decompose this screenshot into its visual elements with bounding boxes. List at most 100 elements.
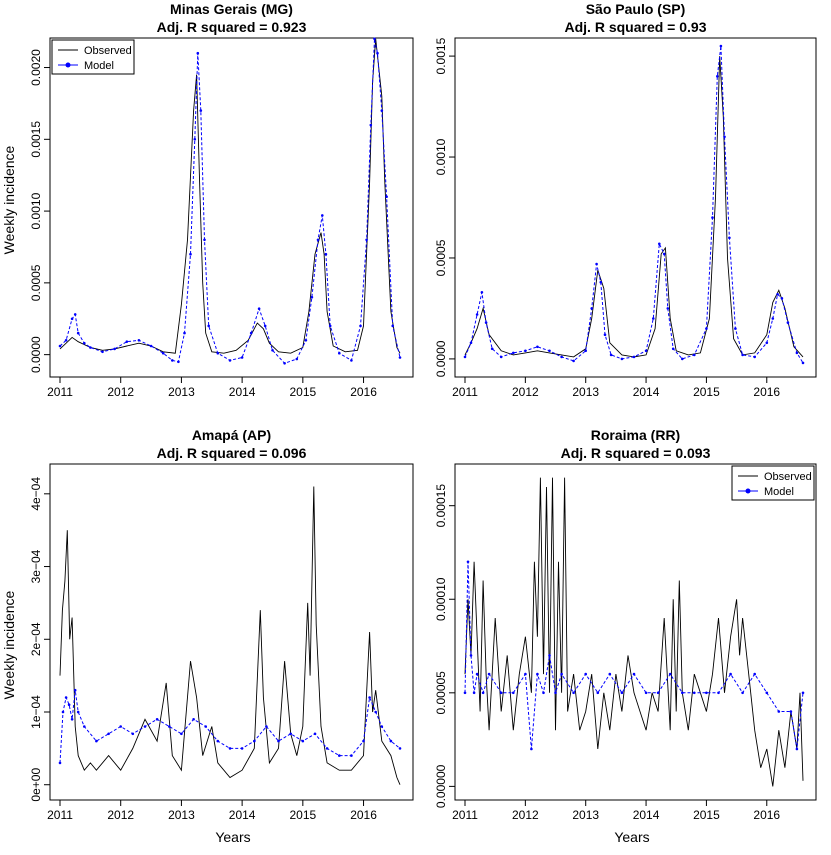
model-point (125, 340, 129, 344)
observed-series-line (59, 486, 401, 785)
y-tick-label: 0.00015 (434, 484, 448, 528)
model-point (263, 324, 267, 328)
x-tick-label: 2013 (168, 385, 195, 399)
model-point (681, 357, 684, 361)
model-point (171, 359, 174, 362)
model-point (584, 672, 587, 676)
model-point (301, 739, 305, 743)
model-point (666, 307, 670, 310)
model-point (350, 754, 353, 757)
model-point (58, 344, 62, 348)
x-tick-label: 2011 (452, 808, 478, 822)
model-point (67, 703, 71, 706)
panel-ap: Amapá (AP) Adj. R squared = 0.096 2011 2012… (29, 427, 414, 822)
legend: Observed Model (731, 465, 815, 501)
model-point (693, 353, 696, 357)
model-point (487, 672, 491, 676)
model-point (463, 355, 467, 359)
model-point (374, 710, 378, 714)
y-tick-label: 0.0000 (434, 340, 448, 377)
model-point (271, 349, 274, 352)
model-point (716, 75, 719, 78)
model-point (671, 347, 675, 351)
model-point (472, 691, 476, 695)
model-point (632, 672, 636, 676)
x-tick-label: 2013 (572, 385, 599, 399)
model-point (313, 732, 317, 736)
model-point (338, 754, 341, 757)
model-point (373, 37, 376, 41)
x-tick-label: 2013 (168, 808, 195, 822)
model-point (524, 672, 527, 676)
model-point (204, 725, 207, 728)
model-point (560, 355, 563, 359)
model-point (705, 691, 708, 695)
model-point (216, 739, 220, 743)
y-tick-label: 0.0015 (29, 121, 43, 158)
model-point (240, 747, 244, 750)
legend-box (731, 465, 815, 501)
model-point (499, 355, 503, 359)
model-point (180, 732, 183, 736)
model-point (183, 331, 186, 335)
model-point (512, 351, 515, 355)
model-point (662, 252, 666, 256)
model-point (137, 339, 141, 342)
model-point (693, 691, 696, 695)
model-point (711, 216, 714, 219)
panel-sp: São Paulo (SP) Adj. R squared = 0.93 2011 2… (434, 1, 817, 399)
model-point (801, 361, 805, 365)
model-point (475, 672, 479, 676)
model-series-line (59, 38, 401, 364)
model-point (228, 747, 232, 750)
model-point (475, 313, 479, 316)
x-tick-label: 2015 (289, 385, 316, 399)
model-point (572, 359, 575, 363)
model-point (723, 135, 726, 139)
plot-frame (49, 463, 414, 801)
x-tick-label: 2011 (47, 385, 73, 399)
model-point (380, 109, 384, 112)
model-point (83, 725, 86, 728)
model-series-line (464, 561, 804, 750)
model-point (777, 710, 781, 713)
model-point (64, 339, 68, 342)
y-tick-label: 0.00010 (434, 577, 448, 621)
model-point (149, 344, 153, 348)
y-axis-label-bottom: Weekly incidence (1, 590, 17, 699)
model-point (469, 341, 473, 345)
model-point (620, 357, 624, 361)
chart-title: Minas Gerais (MG) (170, 1, 293, 17)
model-point (753, 672, 756, 676)
model-series-line (59, 690, 401, 763)
x-tick-label: 2015 (693, 385, 720, 399)
model-point (376, 51, 379, 55)
model-point (295, 357, 299, 361)
y-tick-label: 0.0020 (29, 49, 43, 86)
model-point (192, 718, 195, 721)
model-point (795, 351, 799, 355)
y-tick-label: 0.0005 (434, 239, 448, 276)
model-point (207, 324, 210, 328)
model-point (776, 293, 779, 296)
model-point (466, 560, 470, 564)
model-point (644, 691, 648, 695)
legend-observed-label: Observed (764, 471, 812, 483)
model-point (83, 341, 86, 345)
model-point (609, 353, 613, 357)
model-point (369, 123, 373, 127)
model-point (64, 696, 68, 699)
model-point (385, 195, 388, 198)
model-point (481, 691, 485, 695)
model-point (590, 307, 593, 310)
model-point (765, 341, 769, 345)
model-point (572, 691, 575, 695)
y-tick-label: 0.00005 (434, 671, 448, 715)
x-axis-label-left: Years (215, 829, 250, 845)
y-tick-label: 3e−04 (29, 549, 43, 583)
model-point (58, 761, 62, 765)
x-tick-label: 2016 (753, 385, 780, 399)
observed-series-line (464, 56, 804, 358)
model-point (719, 44, 723, 48)
